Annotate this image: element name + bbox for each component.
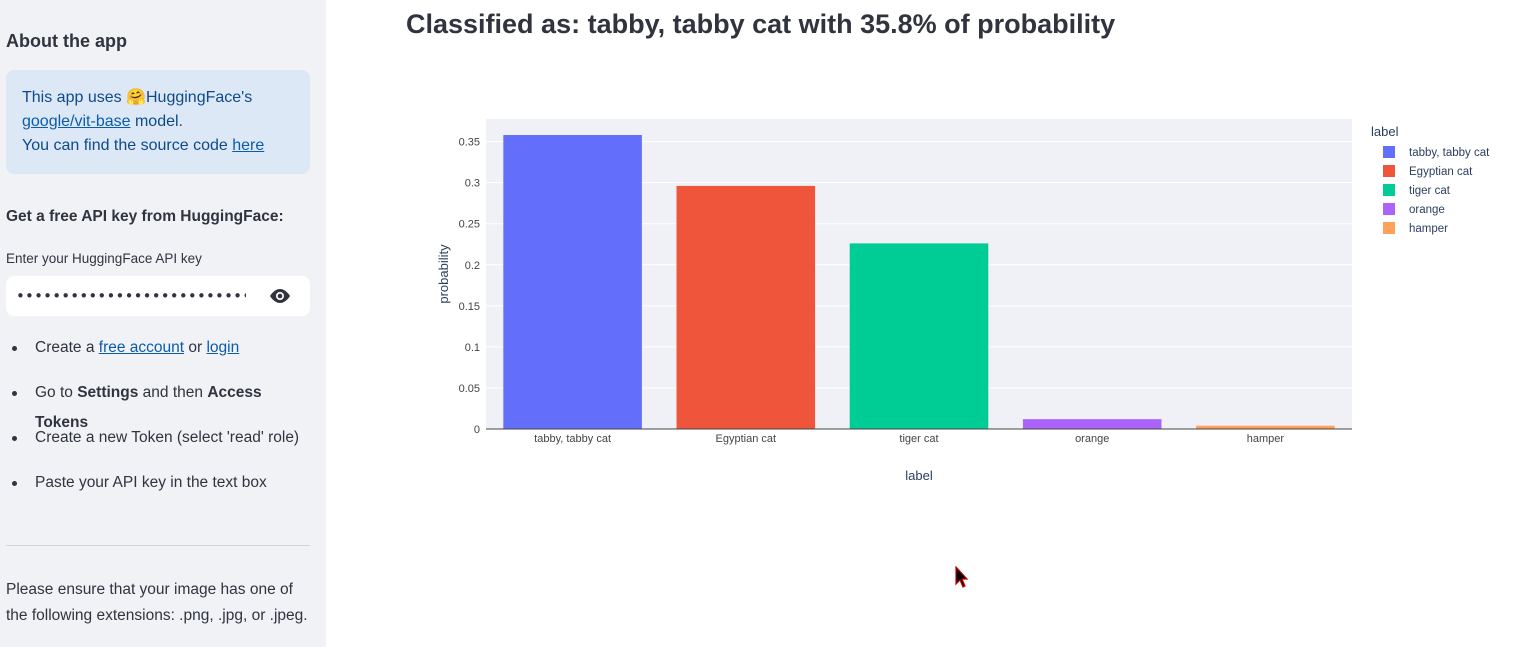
info-line-3: You can find the source code here [22, 134, 294, 158]
list-item: Go to Settings and then Access Tokens [6, 378, 316, 431]
info-line-1: This app uses 🤗HuggingFace's [22, 86, 294, 110]
legend-swatch[interactable] [1383, 184, 1395, 196]
y-tick-label: 0.35 [459, 137, 480, 149]
page-title: Classified as: tabby, tabby cat with 35.… [406, 9, 1116, 39]
api-key-input[interactable] [6, 276, 256, 316]
y-axis-title: probability [436, 244, 451, 304]
api-key-steps: Create a free account or login Go to Set… [6, 333, 316, 513]
legend-item[interactable]: hamper [1409, 223, 1448, 235]
x-tick-label: orange [1075, 433, 1109, 445]
eye-icon[interactable] [268, 287, 292, 305]
legend-item[interactable]: orange [1409, 204, 1445, 216]
y-tick-label: 0.3 [465, 178, 480, 190]
bar[interactable] [503, 135, 642, 429]
list-item: Paste your API key in the text box [6, 468, 316, 513]
y-tick-label: 0.1 [465, 342, 480, 354]
step-text: Go to [35, 384, 78, 401]
login-link[interactable]: login [206, 339, 240, 356]
legend-swatch[interactable] [1383, 146, 1395, 158]
free-account-link[interactable]: free account [98, 339, 185, 356]
bar[interactable] [1196, 425, 1335, 429]
mouse-pointer-icon [955, 565, 969, 595]
bar[interactable] [1022, 419, 1162, 429]
legend-swatch[interactable] [1383, 165, 1395, 177]
step-text: and then [138, 384, 208, 401]
legend-item[interactable]: tiger cat [1409, 185, 1451, 197]
list-item: Create a new Token (select 'read' role) [6, 423, 316, 468]
y-tick-label: 0.25 [459, 219, 480, 231]
model-link[interactable]: google/vit-base [22, 113, 131, 130]
y-tick-label: 0.05 [459, 383, 480, 395]
y-tick-label: 0.15 [459, 301, 480, 313]
step-text: Create a [35, 339, 99, 356]
x-tick-label: hamper [1247, 433, 1285, 445]
y-tick-label: 0.2 [465, 260, 480, 272]
info-text-suffix: HuggingFace's [145, 89, 253, 106]
info-box: This app uses 🤗HuggingFace's google/vit-… [6, 70, 310, 174]
extension-note: Please ensure that your image has one of… [6, 581, 308, 624]
x-tick-label: tabby, tabby cat [534, 433, 611, 445]
api-key-heading: Get a free API key from HuggingFace: [6, 208, 284, 225]
legend-item[interactable]: Egyptian cat [1409, 166, 1473, 178]
bar[interactable] [849, 243, 989, 429]
step-text: or [184, 339, 207, 356]
sidebar: About the app This app uses 🤗HuggingFace… [0, 0, 326, 647]
info-source-prefix: You can find the source code [22, 137, 233, 154]
api-key-field-wrapper [6, 276, 310, 316]
sidebar-divider [6, 545, 310, 546]
info-model-suffix: model. [130, 113, 183, 130]
x-axis-title: label [905, 468, 933, 483]
hugging-face-emoji-icon: 🤗 [126, 89, 146, 106]
probability-bar-chart[interactable]: 0 0.05 0.1 0.15 0.2 0.25 0.3 0.35 tabby, tabby c… [326, 60, 1530, 500]
sidebar-title: About the app [6, 31, 127, 51]
legend-swatch[interactable] [1383, 203, 1395, 215]
legend-item[interactable]: tabby, tabby cat [1409, 147, 1490, 159]
legend-title: label [1371, 124, 1399, 139]
api-key-label: Enter your HuggingFace API key [6, 251, 202, 266]
x-tick-label: Egyptian cat [716, 433, 777, 445]
source-code-link[interactable]: here [232, 137, 265, 154]
bar[interactable] [676, 185, 816, 429]
list-item: Create a free account or login [6, 333, 316, 378]
step-text: Paste your API key in the text box [35, 474, 267, 491]
access-tokens-text: Access Tokens [35, 384, 262, 431]
x-tick-label: tiger cat [899, 433, 938, 445]
legend-swatch[interactable] [1383, 222, 1395, 234]
info-text-prefix: This app uses [22, 89, 127, 106]
settings-text: Settings [77, 384, 139, 401]
info-line-2: google/vit-base model. [22, 110, 294, 134]
y-tick-label: 0 [474, 424, 480, 436]
step-text: Create a new Token (select 'read' role) [35, 429, 300, 446]
